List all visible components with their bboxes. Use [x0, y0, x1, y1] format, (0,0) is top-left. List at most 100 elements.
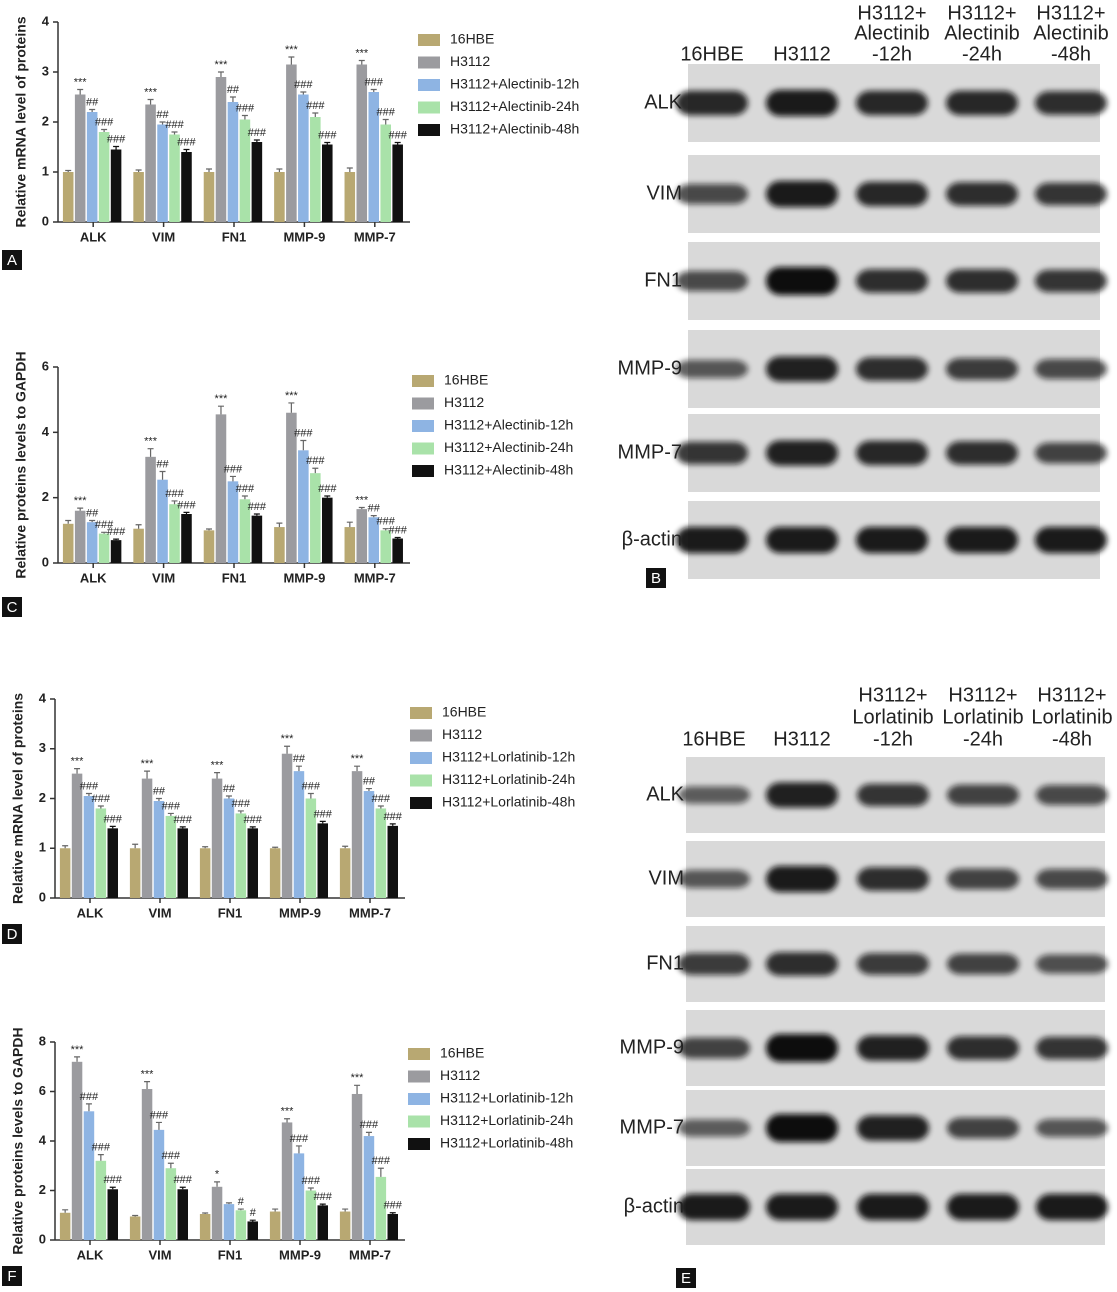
- bar: [141, 778, 153, 898]
- blot-band: [947, 784, 1019, 806]
- error-bar: [346, 521, 353, 528]
- x-tick-label: MMP-9: [283, 570, 325, 585]
- bar: [110, 149, 122, 222]
- bar: [305, 798, 317, 898]
- blot-band: [676, 359, 748, 379]
- panel-label: F: [7, 1268, 16, 1285]
- blot-band: [946, 358, 1018, 380]
- panel-label: E: [681, 1270, 691, 1287]
- significance-label: ***: [285, 390, 299, 402]
- blot-column-label: Lorlatinib: [852, 706, 933, 728]
- significance-label: ###: [92, 1142, 111, 1154]
- bar: [281, 753, 293, 898]
- error-bar: [179, 826, 186, 829]
- bar: [129, 1216, 141, 1240]
- error-bar: [229, 475, 236, 482]
- bar: [83, 1111, 95, 1240]
- error-bar: [225, 1202, 232, 1205]
- error-bar: [214, 772, 221, 779]
- x-tick-label: VIM: [152, 229, 175, 244]
- blot-column-label: Lorlatinib: [942, 706, 1023, 728]
- legend-swatch: [418, 79, 440, 91]
- error-bar: [171, 131, 178, 135]
- legend-swatch: [410, 729, 432, 742]
- y-tick-label: 0: [42, 554, 49, 569]
- y-tick-label: 0: [42, 213, 49, 228]
- x-tick-label: FN1: [222, 570, 247, 585]
- bar: [344, 172, 356, 222]
- blot-band: [947, 1193, 1019, 1221]
- x-tick-label: VIM: [148, 1247, 171, 1262]
- bar: [59, 848, 71, 898]
- error-bar: [65, 169, 72, 172]
- significance-label: ***: [351, 1072, 365, 1084]
- panel-badge: [2, 250, 22, 270]
- significance-label: ###: [302, 780, 321, 792]
- bar: [380, 124, 391, 222]
- panel-label: C: [7, 599, 18, 616]
- bar: [286, 64, 297, 222]
- legend-label: H3112+Lorlatinib-24h: [442, 771, 575, 787]
- legend-swatch: [418, 56, 440, 69]
- error-bar: [101, 128, 108, 132]
- significance-label: ##: [363, 775, 376, 787]
- error-bar: [85, 792, 92, 797]
- bar: [310, 117, 321, 222]
- error-bar: [135, 169, 142, 172]
- blot-column-label: H3112+: [1037, 684, 1106, 706]
- significance-label: ***: [351, 753, 365, 765]
- bar: [145, 456, 156, 563]
- bar: [71, 1061, 83, 1240]
- blot-column-label: H3112: [773, 43, 830, 65]
- y-tick-label: 2: [42, 489, 49, 504]
- panel-badge: [676, 1268, 696, 1288]
- significance-label: ##: [227, 84, 240, 96]
- error-bar: [370, 515, 377, 518]
- blot-band: [1035, 91, 1107, 115]
- error-bar: [377, 805, 384, 809]
- legend-label: 16HBE: [444, 372, 488, 388]
- significance-label: ###: [162, 800, 181, 812]
- error-bar: [206, 168, 213, 172]
- blot-band: [1035, 269, 1107, 293]
- bar: [251, 515, 263, 563]
- blot-band: [766, 782, 838, 808]
- x-tick-label: FN1: [222, 229, 247, 244]
- bar: [107, 1189, 118, 1240]
- bar: [380, 530, 391, 563]
- significance-label: ###: [302, 1175, 321, 1187]
- error-bar: [237, 810, 244, 814]
- legend-label: H3112+Lorlatinib-12h: [442, 749, 575, 765]
- significance-label: ###: [107, 526, 126, 538]
- x-tick-label: VIM: [148, 905, 171, 920]
- blot-band: [676, 184, 748, 204]
- blot-row-label: VIM: [646, 182, 682, 204]
- legend-swatch: [412, 397, 434, 410]
- bar: [322, 497, 333, 563]
- error-bar: [276, 168, 283, 172]
- significance-label: ###: [248, 501, 267, 513]
- significance-label: ###: [80, 1091, 99, 1103]
- error-bar: [62, 845, 69, 849]
- error-bar: [284, 1118, 291, 1123]
- legend-swatch: [408, 1048, 430, 1060]
- legend-swatch: [412, 375, 434, 387]
- significance-label: ###: [162, 1150, 181, 1162]
- error-bar: [312, 112, 319, 117]
- blot-band: [676, 441, 748, 465]
- blot-band: [856, 90, 928, 116]
- bar: [62, 172, 74, 222]
- bar: [141, 1089, 153, 1240]
- significance-label: ##: [223, 783, 236, 795]
- blot-band: [1036, 954, 1108, 974]
- blot-band: [1036, 1036, 1108, 1060]
- error-bar: [74, 1056, 81, 1062]
- error-bar: [147, 448, 154, 457]
- legend-label: H3112+Alectinib-48h: [444, 462, 573, 478]
- error-bar: [237, 1208, 244, 1211]
- significance-label: ***: [285, 44, 299, 56]
- bar: [269, 1211, 281, 1240]
- significance-label: *: [215, 1169, 220, 1181]
- error-bar: [346, 167, 353, 172]
- bar: [298, 94, 309, 222]
